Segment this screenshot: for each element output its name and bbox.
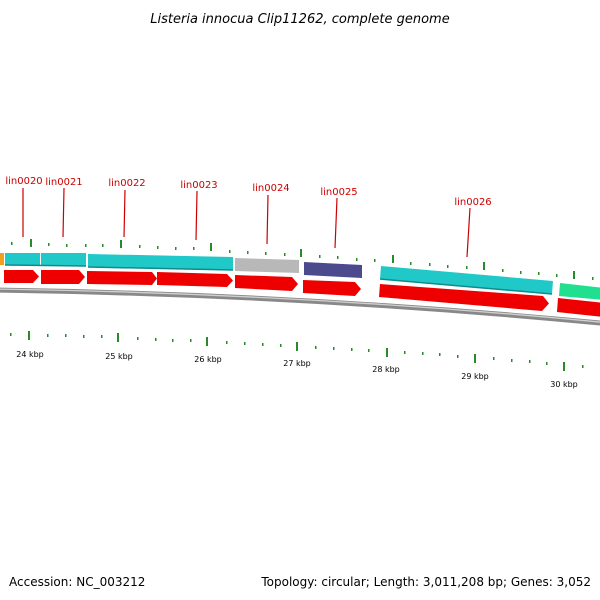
gene-label-lin0025[interactable]: lin0025 bbox=[320, 187, 357, 198]
kbp-label: 27 kbp bbox=[283, 359, 311, 368]
accession-text: Accession: NC_003212 bbox=[9, 575, 145, 589]
gene-feature-cyan[interactable] bbox=[41, 253, 86, 266]
gene-feature-green[interactable] bbox=[559, 283, 600, 300]
gene-feature-grey[interactable] bbox=[235, 258, 299, 273]
gene-feature-orange[interactable] bbox=[0, 253, 4, 265]
gene-label-lin0020[interactable]: lin0020 bbox=[5, 176, 42, 187]
gene-feature-cyan[interactable] bbox=[88, 254, 233, 270]
cds-arrow[interactable] bbox=[557, 298, 600, 317]
gene-label-leaders bbox=[22, 187, 471, 258]
genome-backbone bbox=[0, 287, 600, 326]
gene-label-lin0023[interactable]: lin0023 bbox=[180, 180, 217, 191]
bottom-tick-marks bbox=[10, 331, 584, 371]
kbp-label: 30 kbp bbox=[550, 380, 578, 389]
kbp-scale-labels: 24 kbp 25 kbp 26 kbp 27 kbp 28 kbp 29 kb… bbox=[16, 350, 578, 389]
gene-feature-cyan[interactable] bbox=[5, 253, 40, 265]
cds-arrow[interactable] bbox=[379, 284, 549, 311]
gene-labels: lin0020 lin0021 lin0022 lin0023 lin0024 … bbox=[5, 176, 491, 208]
genome-title: Listeria innocua Clip11262, complete gen… bbox=[150, 12, 449, 27]
genome-summary-text: Topology: circular; Length: 3,011,208 bp… bbox=[260, 575, 591, 589]
gene-label-lin0026[interactable]: lin0026 bbox=[454, 197, 491, 208]
top-tick-marks bbox=[11, 239, 594, 280]
cds-arrow[interactable] bbox=[4, 270, 39, 283]
gene-feature-cyan[interactable] bbox=[380, 266, 553, 294]
cds-track bbox=[4, 270, 600, 317]
cds-arrow[interactable] bbox=[157, 272, 233, 287]
gene-track bbox=[0, 253, 600, 300]
kbp-label: 29 kbp bbox=[461, 372, 489, 381]
gene-label-lin0021[interactable]: lin0021 bbox=[45, 177, 82, 188]
cds-arrow[interactable] bbox=[87, 271, 157, 285]
kbp-label: 28 kbp bbox=[372, 365, 400, 374]
cds-arrow[interactable] bbox=[41, 270, 85, 284]
gene-label-lin0024[interactable]: lin0024 bbox=[252, 183, 289, 194]
cds-arrow[interactable] bbox=[303, 280, 361, 296]
gene-label-lin0022[interactable]: lin0022 bbox=[108, 178, 145, 189]
kbp-label: 24 kbp bbox=[16, 350, 44, 359]
kbp-label: 25 kbp bbox=[105, 352, 133, 361]
kbp-label: 26 kbp bbox=[194, 355, 222, 364]
gene-feature-navy[interactable] bbox=[304, 262, 362, 278]
cds-arrow[interactable] bbox=[235, 275, 298, 291]
